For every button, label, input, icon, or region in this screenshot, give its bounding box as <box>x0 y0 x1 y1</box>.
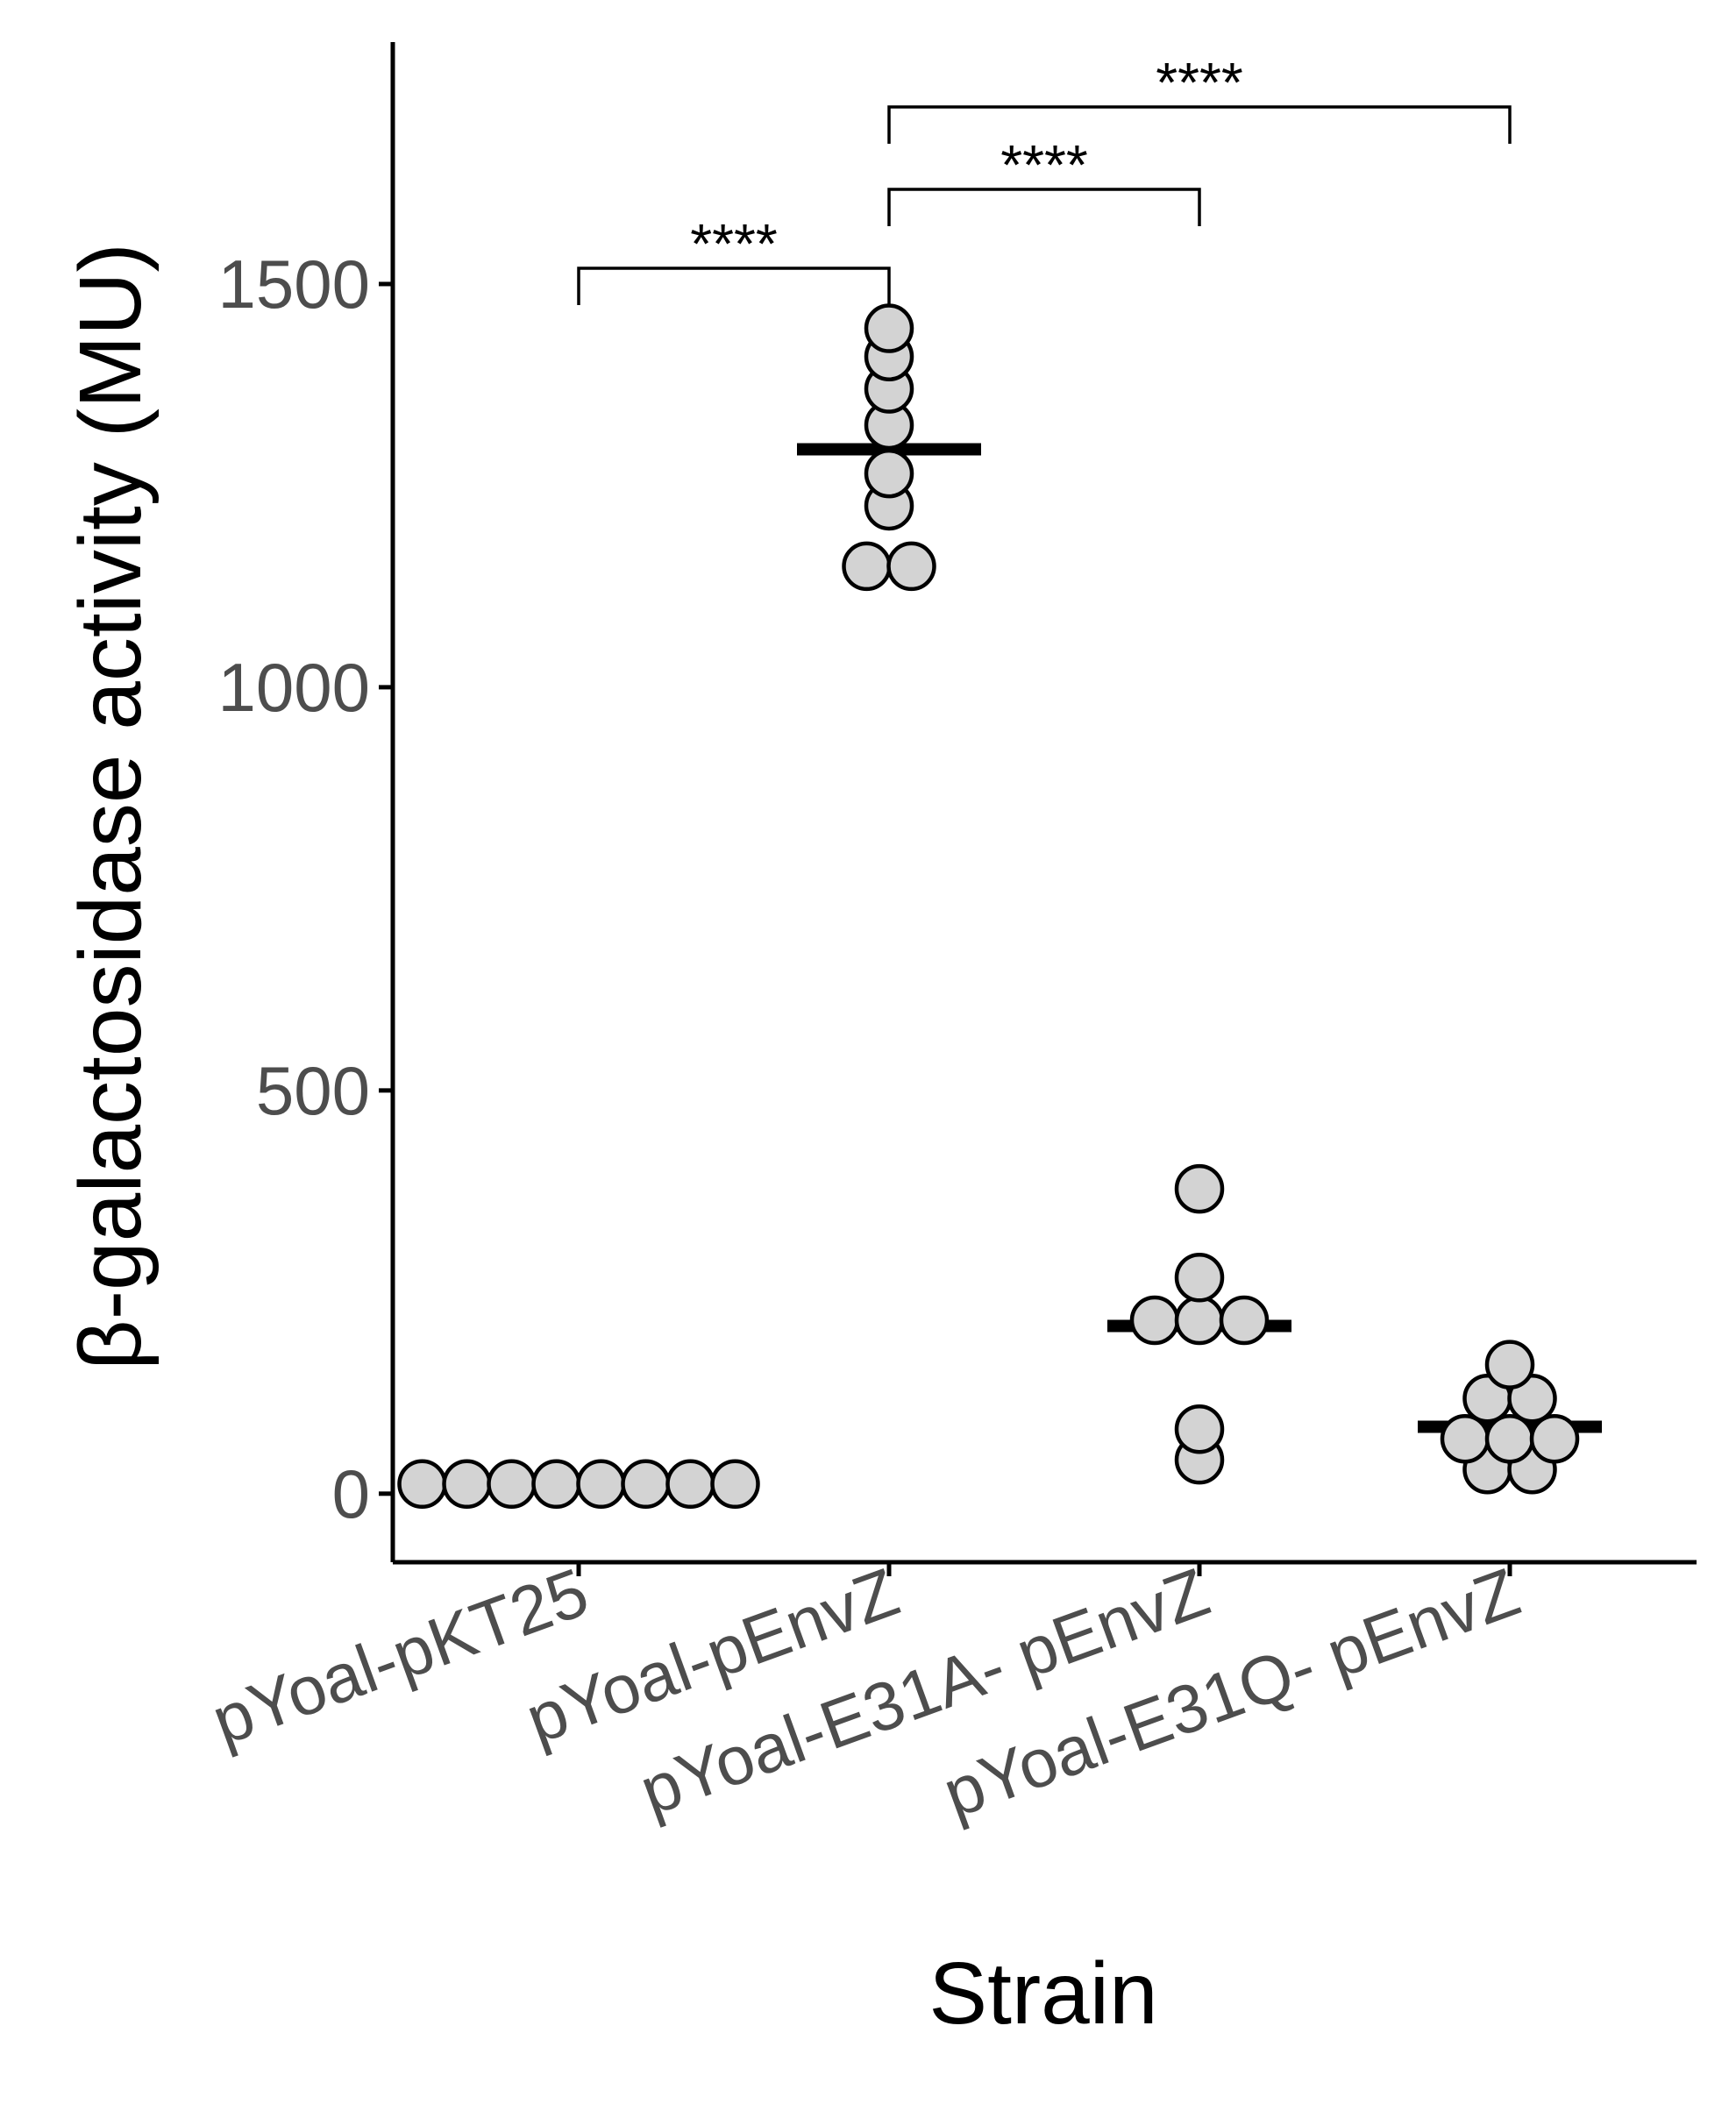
data-point <box>665 1459 715 1510</box>
y-tick-label-1000: 1000 <box>217 649 370 726</box>
x-axis-title: Strain <box>928 1944 1157 2043</box>
data-point <box>442 1459 492 1510</box>
y-tick-label-0: 0 <box>332 1455 370 1532</box>
data-point <box>487 1459 537 1510</box>
data-point <box>1174 1163 1225 1214</box>
data-point <box>886 541 936 592</box>
data-point <box>864 303 914 353</box>
data-point <box>576 1459 626 1510</box>
significance-bracket-0 <box>577 267 891 305</box>
data-point <box>1219 1295 1270 1346</box>
data-point <box>842 541 892 592</box>
data-points <box>397 303 1580 1510</box>
data-point <box>1484 1414 1535 1464</box>
data-point <box>864 448 914 499</box>
data-point <box>710 1459 760 1510</box>
y-tick-label-500: 500 <box>256 1052 370 1129</box>
data-point <box>1529 1414 1580 1464</box>
significance-label-0: **** <box>690 212 778 275</box>
axes: 050010001500pYoal-pKT25pYoal-pEnvZpYoal-… <box>203 42 1697 1832</box>
data-point <box>397 1459 447 1510</box>
data-point <box>1174 1404 1225 1454</box>
median-bars <box>487 443 1602 1490</box>
significance-label-1: **** <box>1000 133 1088 196</box>
significance-bracket-2 <box>887 105 1512 144</box>
data-point <box>1484 1340 1535 1390</box>
y-tick-label-1500: 1500 <box>217 245 370 323</box>
significance-brackets: **** **** **** <box>577 51 1512 305</box>
data-point <box>1507 1374 1557 1424</box>
data-point <box>1440 1414 1491 1464</box>
data-point <box>1174 1295 1225 1346</box>
data-point <box>1129 1295 1180 1346</box>
data-point <box>531 1459 581 1510</box>
significance-bracket-1 <box>887 188 1201 226</box>
data-point <box>621 1459 671 1510</box>
y-axis-title: β-galactosidase activity (MU) <box>61 243 160 1370</box>
significance-label-2: **** <box>1156 51 1243 114</box>
data-point <box>1174 1253 1225 1303</box>
